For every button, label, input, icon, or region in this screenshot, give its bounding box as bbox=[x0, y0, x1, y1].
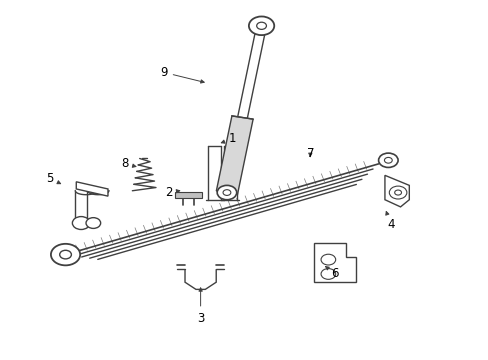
Text: 1: 1 bbox=[221, 132, 236, 145]
Circle shape bbox=[378, 153, 397, 167]
Circle shape bbox=[60, 250, 71, 259]
Text: 3: 3 bbox=[197, 288, 204, 325]
Circle shape bbox=[72, 217, 90, 229]
Text: 2: 2 bbox=[165, 186, 180, 199]
Text: 7: 7 bbox=[306, 147, 313, 159]
Circle shape bbox=[394, 190, 401, 195]
Circle shape bbox=[321, 269, 335, 279]
Polygon shape bbox=[384, 175, 408, 207]
Circle shape bbox=[217, 185, 236, 200]
Polygon shape bbox=[76, 182, 108, 196]
Text: 5: 5 bbox=[46, 172, 61, 185]
Circle shape bbox=[51, 244, 80, 265]
Text: 9: 9 bbox=[160, 66, 204, 83]
Text: 8: 8 bbox=[121, 157, 136, 170]
Circle shape bbox=[256, 22, 266, 30]
Circle shape bbox=[223, 190, 230, 195]
Bar bbox=[175, 192, 202, 198]
Polygon shape bbox=[313, 243, 355, 282]
Circle shape bbox=[321, 254, 335, 265]
Polygon shape bbox=[216, 116, 253, 194]
Circle shape bbox=[248, 17, 274, 35]
Circle shape bbox=[388, 186, 406, 199]
Circle shape bbox=[86, 218, 101, 228]
Circle shape bbox=[384, 157, 391, 163]
Text: 6: 6 bbox=[325, 266, 338, 280]
Text: 4: 4 bbox=[385, 212, 394, 231]
